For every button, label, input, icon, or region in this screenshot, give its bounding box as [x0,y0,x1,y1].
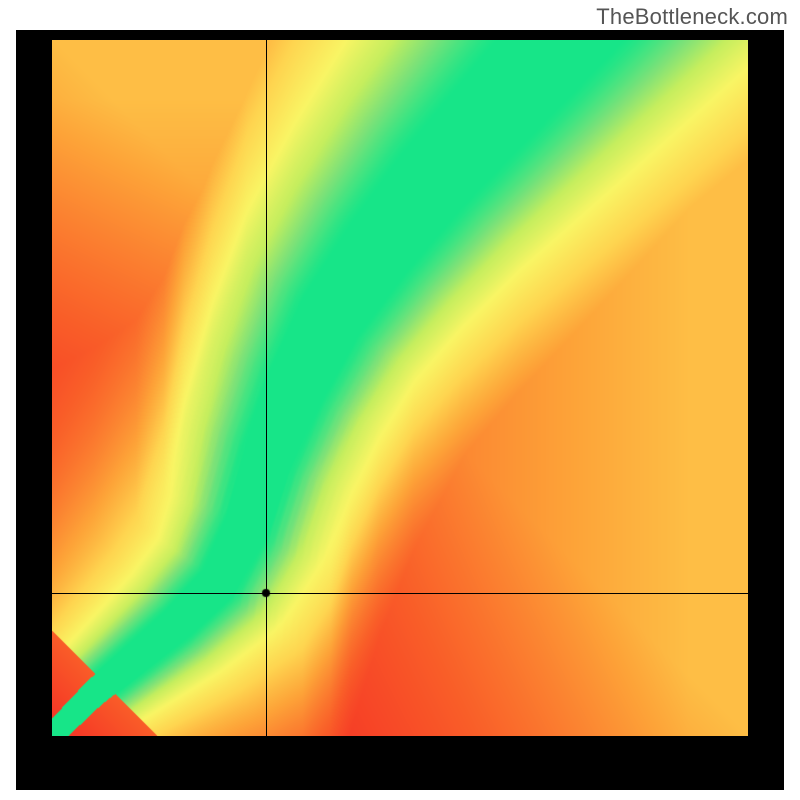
crosshair-horizontal [52,593,748,594]
heatmap-canvas [52,40,748,736]
crosshair-marker [260,587,272,599]
chart-container: TheBottleneck.com [0,0,800,800]
crosshair-vertical [266,40,267,736]
watermark-text: TheBottleneck.com [596,4,788,30]
